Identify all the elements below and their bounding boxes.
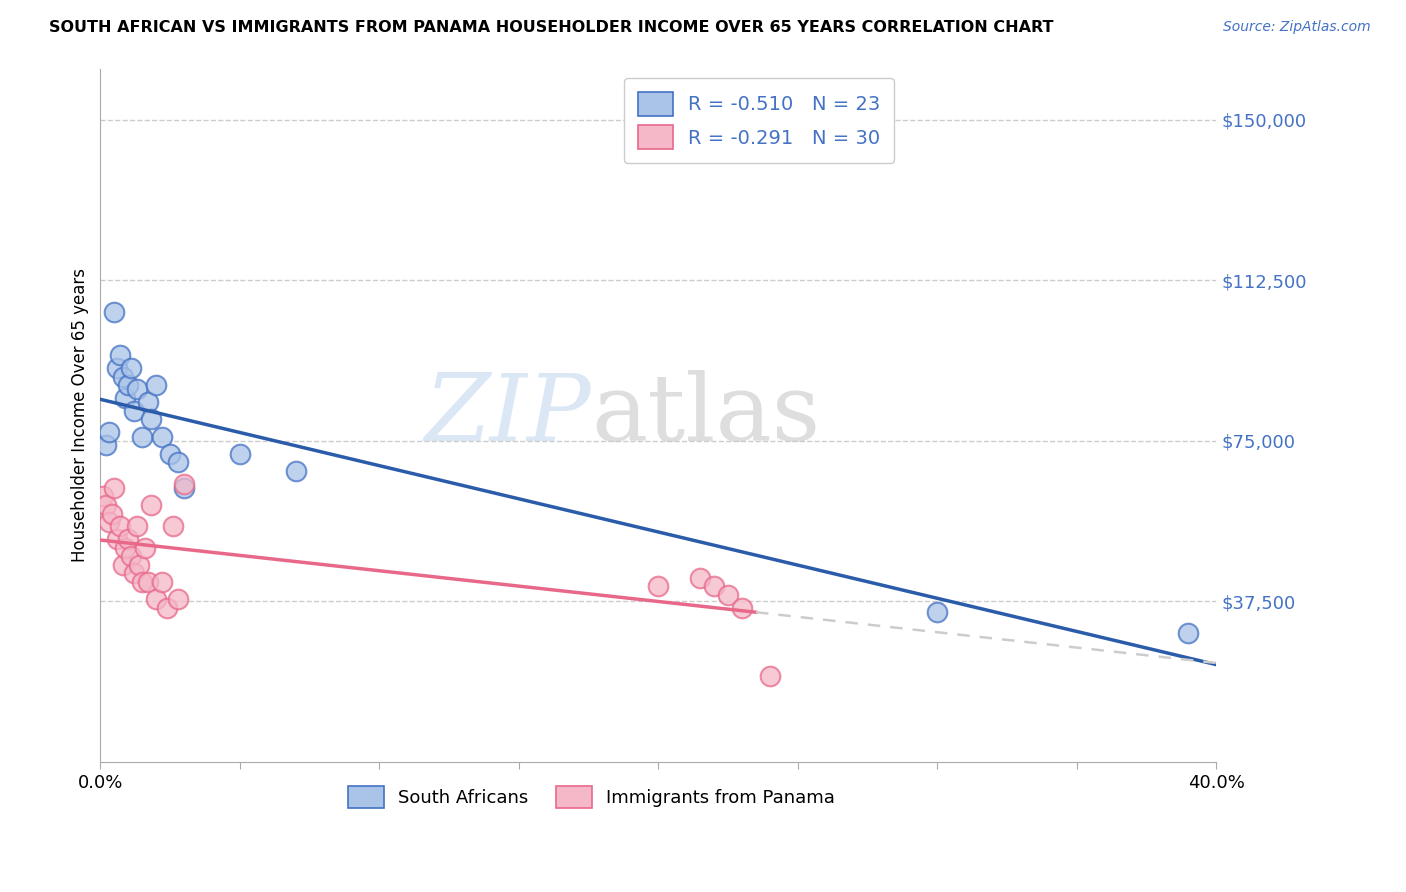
Legend: South Africans, Immigrants from Panama: South Africans, Immigrants from Panama [340, 779, 842, 815]
Point [159, 447, 181, 461]
Point [105, 533, 128, 547]
Point [136, 575, 159, 590]
Point [91, 490, 114, 504]
Point [111, 369, 134, 384]
Point [150, 429, 173, 443]
Point [229, 447, 252, 461]
Point [111, 558, 134, 572]
Point [97, 425, 120, 440]
Point [167, 592, 190, 607]
Point [167, 455, 190, 469]
Point [284, 464, 307, 478]
Point [108, 348, 131, 362]
Point [122, 566, 145, 581]
Point [134, 541, 156, 555]
Point [114, 541, 136, 555]
Point [145, 378, 167, 392]
Point [94, 498, 117, 512]
Point [114, 391, 136, 405]
Point [100, 507, 122, 521]
Point [647, 579, 669, 593]
Point [1177, 626, 1199, 640]
Point [145, 592, 167, 607]
Point [689, 571, 711, 585]
Point [120, 549, 142, 564]
Point [759, 669, 782, 683]
Point [103, 481, 125, 495]
Point [162, 519, 184, 533]
Point [703, 579, 725, 593]
Point [103, 305, 125, 319]
Point [120, 361, 142, 376]
Point [731, 600, 754, 615]
Text: ZIP: ZIP [425, 370, 592, 460]
Point [150, 575, 173, 590]
Y-axis label: Householder Income Over 65 years: Householder Income Over 65 years [72, 268, 89, 562]
Point [136, 395, 159, 409]
Point [173, 476, 195, 491]
Point [122, 404, 145, 418]
Point [125, 519, 148, 533]
Point [105, 361, 128, 376]
Text: atlas: atlas [592, 370, 821, 460]
Point [139, 412, 162, 426]
Point [117, 378, 139, 392]
Point [927, 605, 949, 619]
Point [125, 383, 148, 397]
Point [97, 515, 120, 529]
Point [94, 438, 117, 452]
Point [156, 600, 179, 615]
Point [131, 429, 153, 443]
Text: Source: ZipAtlas.com: Source: ZipAtlas.com [1223, 20, 1371, 34]
Point [128, 558, 150, 572]
Point [117, 533, 139, 547]
Point [173, 481, 195, 495]
Point [717, 588, 740, 602]
Point [108, 519, 131, 533]
Text: SOUTH AFRICAN VS IMMIGRANTS FROM PANAMA HOUSEHOLDER INCOME OVER 65 YEARS CORRELA: SOUTH AFRICAN VS IMMIGRANTS FROM PANAMA … [49, 20, 1053, 35]
Point [131, 575, 153, 590]
Point [139, 498, 162, 512]
